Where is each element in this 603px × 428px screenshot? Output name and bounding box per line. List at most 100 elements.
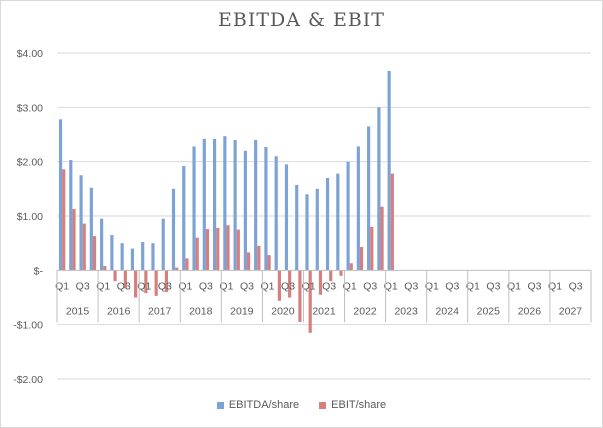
ebit-bar [154,270,158,296]
ebitda-bar [151,243,155,271]
ebit-bar [123,270,127,289]
ebit-bar [267,255,271,271]
ebitda-bar [274,156,278,271]
year-tick-label: 2016 [107,305,131,317]
quarter-tick-label: Q1 [55,280,69,292]
year-tick-label: 2017 [148,305,172,317]
ebit-bar [62,169,66,271]
year-tick-label: 2021 [312,305,336,317]
year-tick-label: 2023 [394,305,418,317]
ebit-bar [226,225,230,271]
quarter-tick-label: Q1 [507,280,521,292]
ebitda-bar [141,242,145,271]
legend-swatch-ebitda [216,401,224,409]
ebit-bar [308,270,312,333]
year-tick-label: 2022 [353,305,377,317]
ebitda-bar [182,166,186,271]
quarter-tick-label: Q3 [117,280,131,292]
ebit-bar [359,246,364,271]
y-tick-label: $3.00 [17,102,43,114]
ebit-bar [82,223,86,271]
ebit-bar [175,267,179,271]
quarter-tick-label: Q3 [158,280,172,292]
ebit-bar [390,173,394,271]
ebitda-bar [233,139,237,271]
ebit-bar [257,245,261,271]
quarter-tick-label: Q3 [528,280,542,292]
ebit-bar [164,270,169,293]
quarter-tick-label: Q1 [137,280,151,292]
ebitda-bar [130,248,135,271]
quarter-tick-label: Q1 [343,280,357,292]
ebitda-bar [79,175,83,271]
ebit-bar [134,270,138,298]
ebitda-bar [325,177,330,271]
year-tick-label: 2020 [271,305,295,317]
quarter-tick-label: Q3 [240,280,254,292]
quarter-tick-label: Q3 [76,280,90,292]
quarter-tick-label: Q3 [322,280,336,292]
quarter-tick-label: Q1 [96,280,110,292]
ebit-bar [113,270,117,282]
chart-legend: EBITDA/share EBIT/share [1,399,602,411]
ebitda-bar [346,161,350,271]
ebit-bar [185,258,189,271]
quarter-tick-label: Q1 [219,280,233,292]
quarter-tick-label: Q3 [199,280,213,292]
y-tick-label: $2.00 [17,157,43,169]
quarter-tick-label: Q1 [178,280,192,292]
quarter-tick-label: Q1 [384,280,398,292]
ebitda-bar [212,138,217,271]
ebit-bar [349,263,353,271]
y-tick-label: $1.00 [17,211,43,223]
quarter-tick-label: Q3 [404,280,418,292]
ebit-bar [144,270,148,294]
quarter-tick-label: Q3 [569,280,583,292]
quarter-tick-label: Q3 [486,280,500,292]
ebit-bar [339,270,343,276]
quarter-tick-label: Q1 [466,280,480,292]
ebitda-bar [315,188,319,271]
ebit-bar [370,226,374,271]
ebit-bar [246,252,251,271]
chart-title: EBITDA & EBIT [218,9,385,31]
ebitda-bar [387,70,391,271]
ebitda-bar [254,139,258,271]
ebit-bar [380,206,384,271]
legend-item-ebit: EBIT/share [319,399,386,411]
ebit-bar [103,265,107,271]
y-tick-label: -$1.00 [13,320,43,332]
ebit-bar [288,270,292,298]
ebitda-bar [100,218,104,271]
ebitda-bar [336,173,340,271]
quarter-tick-label: Q1 [548,280,562,292]
ebitda-bar [69,160,73,271]
year-tick-label: 2026 [518,305,542,317]
y-tick-label: -$2.00 [13,374,43,386]
ebitda-bar [377,107,381,271]
year-tick-label: 2015 [66,305,90,317]
year-tick-label: 2024 [436,305,460,317]
legend-item-ebitda: EBITDA/share [216,399,299,411]
ebit-bar [195,237,199,271]
ebit-bar [277,270,281,301]
year-tick-label: 2025 [477,305,501,317]
ebitda-bar [202,138,206,271]
ebitda-bar [171,188,176,271]
legend-swatch-ebit [319,401,327,409]
ebit-bar [92,236,97,271]
year-tick-label: 2018 [189,305,213,317]
ebit-bar [298,270,302,322]
ebitda-bar [367,126,371,271]
ebitda-bar [110,235,114,271]
ebitda-bar [243,150,247,271]
quarter-tick-label: Q3 [281,280,295,292]
ebit-bar [318,270,323,295]
ebitda-bar [284,164,289,271]
ebitda-bar [58,119,63,271]
quarter-tick-label: Q3 [445,280,459,292]
ebitda-bar [161,218,165,271]
quarter-tick-label: Q1 [261,280,275,292]
ebitda-bar [264,147,268,271]
